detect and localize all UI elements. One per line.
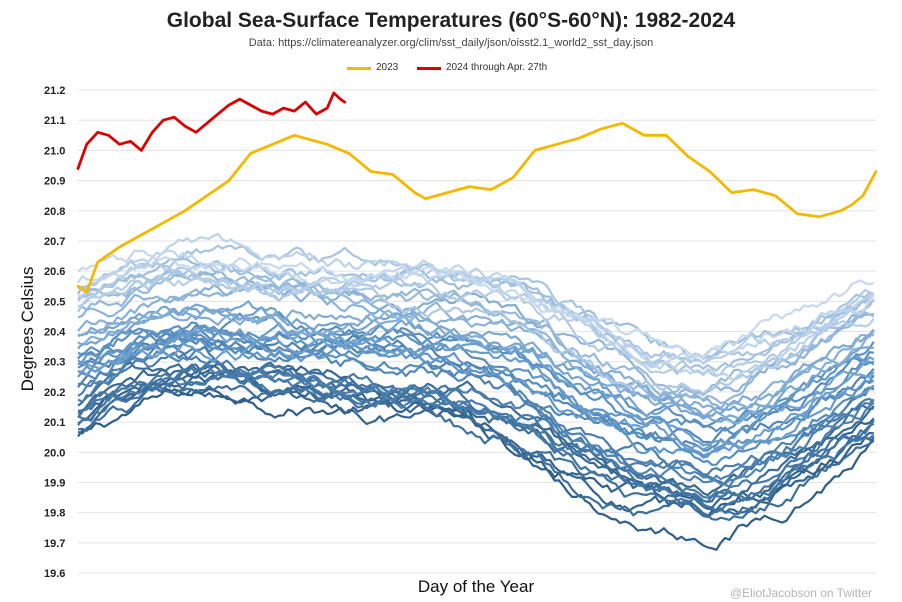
y-tick-label: 21.2 xyxy=(44,85,65,97)
historical-year-line xyxy=(77,232,874,381)
legend-swatch-2023 xyxy=(347,67,371,70)
y-tick-label: 20.9 xyxy=(44,176,65,188)
legend-label-2023: 2023 xyxy=(376,62,399,73)
x-axis-label: Day of the Year xyxy=(417,577,535,596)
historical-year-line xyxy=(77,303,875,418)
y-tick-label: 20.1 xyxy=(44,417,65,429)
chart-title: Global Sea-Surface Temperatures (60°S-60… xyxy=(166,9,736,32)
historical-year-line xyxy=(77,279,875,410)
historical-year-line xyxy=(77,270,875,397)
y-tick-label: 20.8 xyxy=(44,206,65,218)
historical-year-line xyxy=(77,281,874,398)
legend-label-2024: 2024 through Apr. 27th xyxy=(446,62,548,73)
y-tick-label: 21.0 xyxy=(44,145,65,157)
chart-subtitle: Data: https://climatereanalyzer.org/clim… xyxy=(248,37,654,49)
highlight-series-group xyxy=(76,91,878,294)
y-tick-label: 20.7 xyxy=(44,236,65,248)
y-tick-label: 19.8 xyxy=(44,508,65,520)
historical-year-line xyxy=(77,260,875,375)
historical-year-line xyxy=(77,261,875,378)
chart-legend: 2023 2024 through Apr. 27th xyxy=(0,62,902,76)
historical-year-line xyxy=(77,269,875,395)
historical-year-line xyxy=(77,371,875,499)
y-axis-ticks: 21.2 21.1 21.0 20.9 20.8 20.7 20.6 20.5 20.4 20.3… xyxy=(44,85,66,580)
historical-year-line xyxy=(77,382,875,522)
y-tick-label: 20.3 xyxy=(44,357,65,369)
y-tick-label: 20.5 xyxy=(44,296,65,308)
historical-year-line xyxy=(77,249,875,369)
y-tick-label: 19.7 xyxy=(44,538,65,550)
series-line-2024 xyxy=(76,91,347,170)
series-line-2023 xyxy=(76,121,878,294)
historical-year-line xyxy=(77,342,875,476)
y-tick-label: 19.6 xyxy=(44,568,65,580)
historical-year-line xyxy=(77,270,875,405)
historical-year-line xyxy=(77,291,874,425)
y-tick-label: 20.2 xyxy=(44,387,65,399)
y-tick-label: 20.4 xyxy=(44,327,66,339)
author-credit: @EliotJacobson on Twitter xyxy=(729,586,872,600)
y-tick-label: 19.9 xyxy=(44,477,65,489)
historical-year-line xyxy=(77,364,875,497)
y-axis-label: Degrees Celsius xyxy=(18,266,37,392)
historical-series-group xyxy=(77,232,875,551)
y-tick-label: 20.0 xyxy=(44,447,65,459)
y-tick-label: 21.1 xyxy=(44,115,65,127)
legend-swatch-2024 xyxy=(417,67,441,70)
historical-year-line xyxy=(77,300,874,423)
y-tick-label: 20.6 xyxy=(44,266,65,278)
historical-year-line xyxy=(77,267,875,374)
historical-year-line xyxy=(77,249,875,358)
historical-year-line xyxy=(77,327,875,451)
